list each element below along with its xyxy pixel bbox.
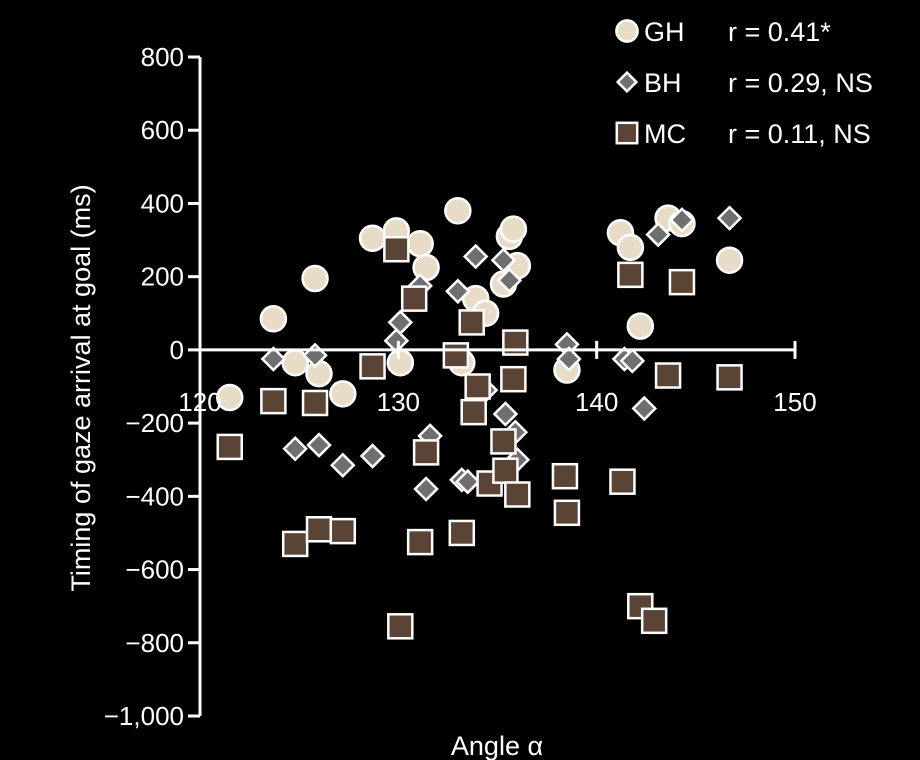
point-gh [616,233,645,262]
point-mc [504,481,531,508]
point-mc [400,285,428,312]
point-mc [329,517,357,545]
point-gh [444,197,472,225]
point-mc [458,309,485,336]
y-tick-label: −1,000 [104,701,184,731]
point-mc [490,428,517,455]
point-mc [305,516,333,543]
y-tick-label: 800 [141,42,184,72]
point-mc [464,373,491,400]
point-gh [406,229,434,258]
point-mc [442,342,470,369]
point-mc [551,462,579,490]
ticks: −1,000 −800 −600 −400 −200 0 200 400 600 800 120 13… [104,42,817,731]
point-bh [387,309,414,336]
y-axis-title: Timing of gaze arrival at goal (ms) [66,184,96,591]
y-tick-label: 400 [141,188,184,218]
legend-marker-gh [615,19,639,43]
point-bh [445,278,471,305]
point-bh [492,401,519,427]
point-mc [492,457,519,484]
y-tick-label: 0 [170,335,184,365]
axes [198,57,795,716]
point-bh [462,243,489,270]
legend-stat-bh: r = 0.29, NS [728,68,873,98]
y-tick-label: −600 [125,555,184,585]
point-gh [386,348,415,377]
point-gh [216,383,244,412]
point-mc [716,364,743,391]
point-bh [260,346,287,372]
point-mc [383,235,410,263]
point-mc [301,389,329,417]
x-tick-label: 140 [575,387,618,417]
point-bh [496,267,523,294]
point-bh [413,476,439,502]
point-bh [645,221,671,248]
point-gh [259,305,288,333]
point-mc [359,353,386,380]
point-mc [406,528,434,556]
legend-label-mc: MC [644,119,686,149]
point-bh [619,348,646,374]
legend: GH r = 0.41* BH r = 0.29, NS MC r = 0.11, NS [615,17,873,149]
point-mc [448,519,476,547]
point-mc [617,261,644,289]
y-tick-label: 200 [141,262,184,292]
point-mc [627,592,654,620]
point-gh [305,359,333,388]
point-mc [460,398,487,426]
legend-marker-mc [615,121,639,145]
y-tick-label: −200 [125,408,184,438]
y-tick-label: 600 [141,115,184,145]
point-bh [383,327,410,354]
point-mc [387,613,414,640]
point-mc [609,468,636,495]
point-bh [306,432,332,458]
point-bh [716,205,743,231]
point-bh [282,435,308,462]
point-bh [631,395,658,422]
point-mc [412,439,440,466]
point-gh [329,380,357,408]
point-gh [499,215,528,243]
point-mc [654,362,682,389]
legend-label-gh: GH [644,17,685,47]
point-bh [330,452,356,478]
point-gh [715,246,744,274]
y-tick-label: −400 [125,481,184,511]
legend-marker-bh [615,70,639,94]
point-mc [553,499,581,527]
point-bh [490,247,517,273]
point-bh [454,468,481,495]
legend-stat-mc: r = 0.11, NS [728,119,871,149]
x-tick-label: 120 [178,387,221,417]
point-gh [626,312,655,340]
point-mc [668,268,696,296]
point-bh [359,443,386,469]
legend-stat-gh: r = 0.41* [728,17,831,47]
point-gh [301,264,329,293]
point-gh [358,224,387,252]
point-mc [640,607,668,635]
x-tick-label: 130 [377,387,420,417]
x-tick-label: 150 [773,387,816,417]
x-axis-title: Angle α [451,731,543,760]
point-mc [260,387,287,415]
series-mc [216,235,743,640]
legend-label-bh: BH [644,68,682,98]
point-bh [669,207,695,233]
series-bh [260,205,743,502]
y-tick-label: −800 [125,628,184,658]
point-mc [500,365,527,393]
data-points [216,197,744,640]
point-mc [216,433,243,461]
point-mc [281,530,309,558]
point-bh [556,346,582,372]
